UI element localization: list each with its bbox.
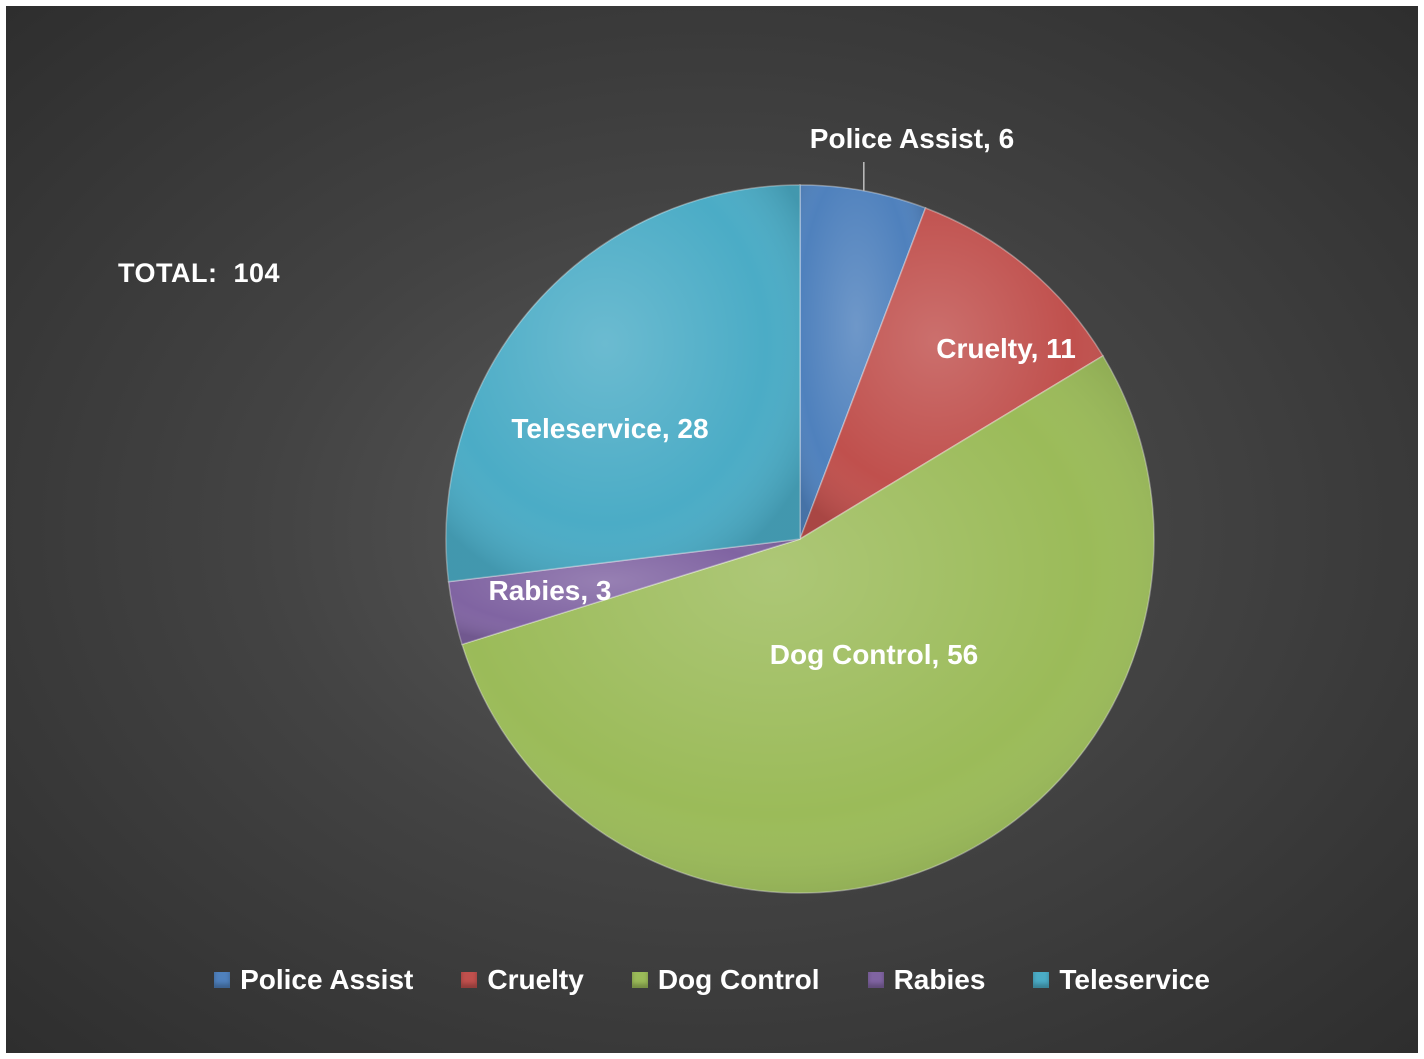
data-label-police-assist: Police Assist, 6 [810, 123, 1014, 154]
legend-label: Teleservice [1059, 964, 1210, 995]
legend-item-police-assist: Police Assist [214, 964, 413, 996]
total-annotation: TOTAL: 104 [118, 258, 281, 288]
data-label-dog-control: Dog Control, 56 [770, 639, 978, 670]
legend-swatch [867, 972, 884, 988]
legend-label: Cruelty [487, 964, 584, 995]
legend-swatch [631, 972, 648, 988]
legend-label: Rabies [893, 964, 986, 995]
legend-item-rabies: Rabies [867, 964, 986, 996]
data-label-rabies: Rabies, 3 [489, 575, 612, 606]
pie-slice-shading [462, 355, 1154, 893]
pie-chart: Police Assist, 6 Cruelty, 11 Dog Control, … [445, 123, 1155, 894]
legend-label: Dog Control [657, 964, 820, 995]
legend-item-dog-control: Dog Control [631, 964, 820, 996]
legend-swatch [461, 972, 478, 988]
pie-slice-shading [800, 208, 1103, 539]
pie-slice-shading [448, 539, 800, 645]
legend-label: Police Assist [240, 964, 414, 995]
legend-swatch [214, 972, 231, 988]
legend-item-cruelty: Cruelty [461, 964, 584, 996]
legend: Police Assist Cruelty Dog Control Rabies Tel… [6, 958, 1418, 1002]
chart-area: Police Assist, 6 Cruelty, 11 Dog Control, … [6, 6, 1418, 1053]
pie-slice-shading [445, 185, 800, 582]
data-label-teleservice: Teleservice, 28 [511, 413, 708, 444]
data-label-cruelty: Cruelty, 11 [936, 333, 1076, 364]
legend-swatch [1033, 972, 1050, 988]
legend-item-teleservice: Teleservice [1033, 964, 1210, 996]
pie-slice-shading [800, 185, 926, 539]
